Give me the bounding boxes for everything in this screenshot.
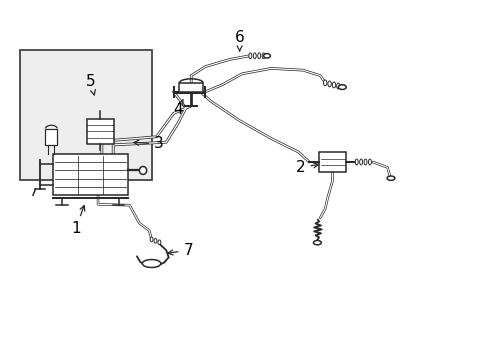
- Bar: [87, 119, 113, 144]
- Ellipse shape: [363, 159, 366, 165]
- Ellipse shape: [139, 166, 146, 175]
- Ellipse shape: [359, 159, 362, 165]
- Ellipse shape: [323, 80, 326, 86]
- Bar: [319, 152, 346, 172]
- Text: 5: 5: [85, 73, 95, 95]
- Text: 6: 6: [234, 30, 244, 51]
- Text: 4: 4: [173, 99, 183, 117]
- Ellipse shape: [154, 238, 157, 243]
- Ellipse shape: [354, 159, 357, 165]
- Text: 7: 7: [167, 243, 193, 258]
- Ellipse shape: [336, 83, 340, 89]
- Text: 3: 3: [134, 136, 163, 152]
- Ellipse shape: [262, 53, 264, 59]
- Ellipse shape: [248, 53, 251, 59]
- Text: 2: 2: [295, 160, 318, 175]
- Ellipse shape: [263, 54, 270, 58]
- Ellipse shape: [150, 237, 153, 242]
- Ellipse shape: [158, 240, 161, 245]
- Ellipse shape: [142, 260, 161, 267]
- Ellipse shape: [327, 81, 331, 87]
- Text: 1: 1: [71, 206, 84, 236]
- Ellipse shape: [313, 240, 321, 245]
- Ellipse shape: [332, 82, 335, 88]
- Ellipse shape: [386, 176, 394, 180]
- Bar: [45, 129, 57, 145]
- Bar: [20, 50, 151, 180]
- Ellipse shape: [368, 159, 371, 165]
- Bar: [53, 154, 128, 195]
- Ellipse shape: [338, 85, 346, 89]
- Ellipse shape: [253, 53, 256, 59]
- Bar: [179, 83, 203, 92]
- Ellipse shape: [257, 53, 260, 59]
